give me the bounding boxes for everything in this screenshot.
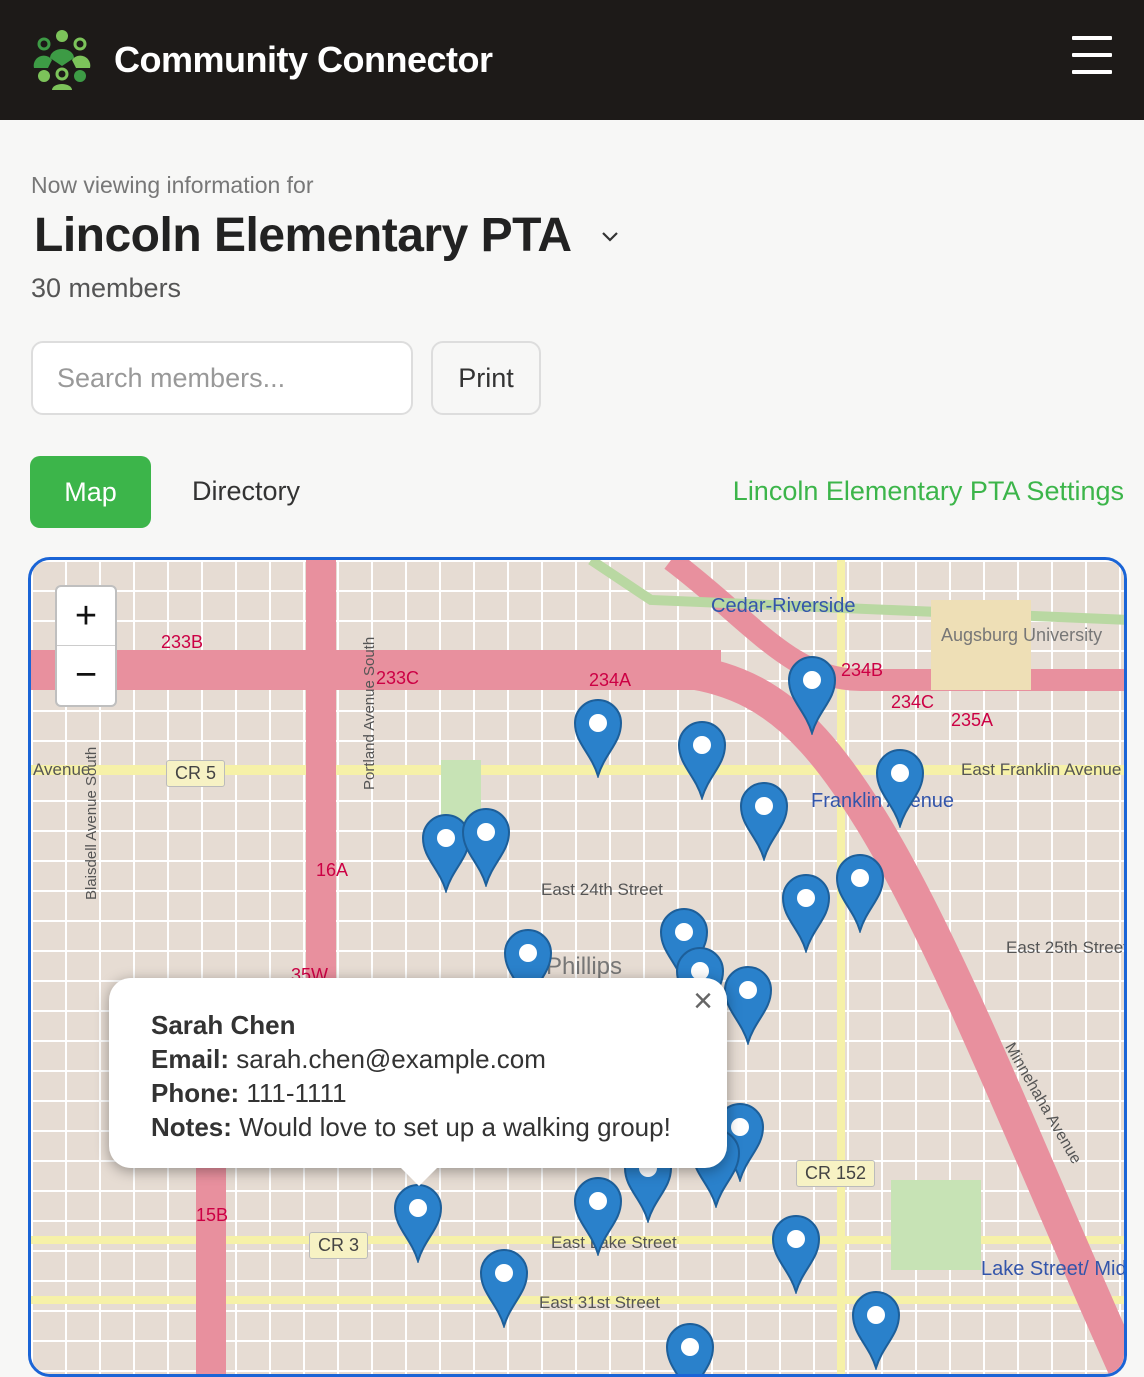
map-label: Portland Avenue South — [361, 636, 378, 790]
zoom-in-button[interactable]: + — [57, 587, 115, 646]
app-title[interactable]: Community Connector — [114, 39, 493, 80]
route-shield: CR 3 — [309, 1232, 369, 1259]
map-label: East 31st Street — [539, 1293, 660, 1312]
settings-link[interactable]: Lincoln Elementary PTA Settings — [732, 476, 1124, 506]
map-pin-icon — [851, 1291, 901, 1372]
member-marker[interactable] — [835, 853, 885, 935]
map-label: 234C — [891, 692, 935, 712]
member-marker[interactable] — [573, 698, 623, 780]
map-label: Augsburg University — [941, 625, 1103, 645]
map-pin-icon — [875, 749, 925, 830]
group-name: Lincoln Elementary PTA — [34, 209, 572, 262]
search-input[interactable] — [31, 341, 413, 415]
map-label: 235A — [951, 710, 994, 730]
member-marker[interactable] — [723, 965, 773, 1047]
member-marker[interactable] — [781, 873, 831, 955]
map-pin-icon — [573, 1177, 623, 1258]
member-marker[interactable] — [659, 907, 709, 989]
map-pin-icon — [461, 808, 511, 889]
member-marker[interactable] — [503, 928, 553, 1010]
member-marker[interactable] — [393, 1183, 443, 1265]
popup-notes: Would love to set up a walking group! — [239, 1112, 671, 1142]
map-pin-icon — [781, 874, 831, 955]
tab-map[interactable]: Map — [30, 456, 151, 528]
map-pin-icon — [503, 929, 553, 1010]
map-label: 15B — [196, 1205, 229, 1225]
popup-email[interactable]: sarah.chen@example.com — [236, 1044, 546, 1074]
map-pin-icon — [421, 814, 471, 895]
map-tiles — [31, 560, 1124, 1374]
member-marker[interactable] — [787, 655, 837, 737]
close-popup-button[interactable]: × — [693, 982, 713, 1020]
map-pin-icon — [677, 721, 727, 802]
member-marker[interactable] — [479, 1248, 529, 1330]
map-label: East 25th Street — [1006, 938, 1127, 957]
map-pin-icon — [835, 854, 885, 935]
group-selector[interactable]: Lincoln Elementary PTA — [34, 208, 620, 263]
map-label: East Franklin Avenue — [961, 760, 1122, 779]
member-marker[interactable] — [573, 1176, 623, 1258]
member-count: 30 members — [31, 273, 182, 303]
member-marker[interactable] — [851, 1290, 901, 1372]
map-label: 234B — [841, 660, 884, 680]
phone-label: Phone: — [151, 1078, 240, 1108]
member-marker[interactable] — [421, 813, 471, 895]
tab-directory[interactable]: Directory — [192, 476, 301, 506]
map-label: 234A — [589, 670, 632, 690]
route-shield: CR 152 — [796, 1160, 876, 1187]
map-pin-icon — [659, 908, 709, 989]
map-label: East Lake Street — [551, 1233, 677, 1252]
route-shield: CR 5 — [166, 760, 226, 787]
map-label: Cedar-Riverside — [711, 595, 856, 617]
map-label: East 24th Street — [541, 880, 663, 899]
map-label: 233B — [161, 632, 204, 652]
chevron-down-icon — [601, 231, 618, 242]
member-marker[interactable] — [739, 781, 789, 863]
map-pin-icon — [723, 966, 773, 1047]
popup-name: Sarah Chen — [151, 1010, 296, 1040]
email-label: Email: — [151, 1044, 230, 1074]
map-label: 233C — [376, 668, 420, 688]
map-pin-icon — [739, 782, 789, 863]
zoom-out-button[interactable]: − — [74, 654, 98, 696]
map[interactable]: + − Cedar-Riverside Augsburg University Fr… — [28, 557, 1127, 1377]
map-label: Franklin Avenue — [811, 790, 955, 812]
popup-phone: 111-1111 — [246, 1078, 347, 1108]
hamburger-menu-button[interactable] — [1072, 36, 1112, 76]
member-marker[interactable] — [677, 720, 727, 802]
member-popup: × Sarah Chen Email: sarah.chen@example.c… — [109, 978, 727, 1186]
map-label: Lake Street/ Midtown — [981, 1258, 1127, 1280]
map-pin-icon — [573, 699, 623, 780]
member-marker[interactable] — [875, 748, 925, 830]
logo-icon — [33, 30, 91, 90]
map-pin-icon — [787, 656, 837, 737]
viewing-label: Now viewing information for — [31, 172, 314, 198]
map-pin-icon — [393, 1184, 443, 1265]
map-pin-icon — [665, 1323, 715, 1374]
map-pin-icon — [479, 1249, 529, 1330]
top-bar: Community Connector — [0, 0, 1144, 120]
map-pin-icon — [771, 1215, 821, 1296]
member-marker[interactable] — [461, 807, 511, 889]
map-label: 16A — [316, 860, 349, 880]
member-marker[interactable] — [665, 1322, 715, 1374]
member-marker[interactable] — [771, 1214, 821, 1296]
map-label: Avenue — [33, 760, 91, 779]
notes-label: Notes: — [151, 1112, 232, 1142]
print-button[interactable]: Print — [431, 341, 541, 415]
zoom-control: + − — [55, 585, 117, 707]
map-label: Phillips — [546, 953, 623, 980]
